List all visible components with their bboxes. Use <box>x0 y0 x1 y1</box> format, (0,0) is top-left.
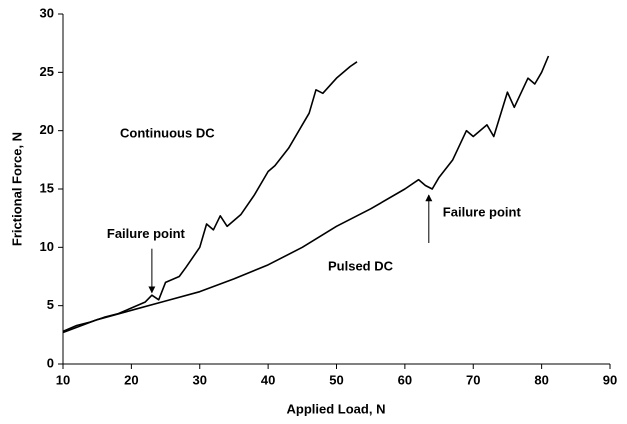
x-tick-label: 60 <box>398 372 412 387</box>
x-tick-label: 70 <box>466 372 480 387</box>
x-axis-label: Applied Load, N <box>287 401 386 416</box>
x-tick-label: 30 <box>193 372 207 387</box>
annotation: Failure point <box>443 204 522 219</box>
x-tick-label: 80 <box>534 372 548 387</box>
x-tick-label: 90 <box>603 372 617 387</box>
series-label: Pulsed DC <box>328 258 394 273</box>
y-tick-label: 10 <box>40 239 54 254</box>
x-tick-label: 50 <box>329 372 343 387</box>
x-tick-label: 20 <box>124 372 138 387</box>
y-tick-label: 0 <box>47 355 54 370</box>
series-label: Continuous DC <box>120 125 215 140</box>
y-tick-label: 20 <box>40 122 54 137</box>
x-tick-label: 10 <box>56 372 70 387</box>
x-tick-label: 40 <box>261 372 275 387</box>
series-line <box>62 61 358 333</box>
y-tick-label: 30 <box>40 5 54 20</box>
y-tick-label: 15 <box>40 180 54 195</box>
y-axis-label: Frictional Force, N <box>9 132 24 246</box>
y-tick-label: 25 <box>40 64 54 79</box>
annotation: Failure point <box>107 226 186 241</box>
series-line <box>62 55 550 334</box>
y-tick-label: 5 <box>47 297 54 312</box>
